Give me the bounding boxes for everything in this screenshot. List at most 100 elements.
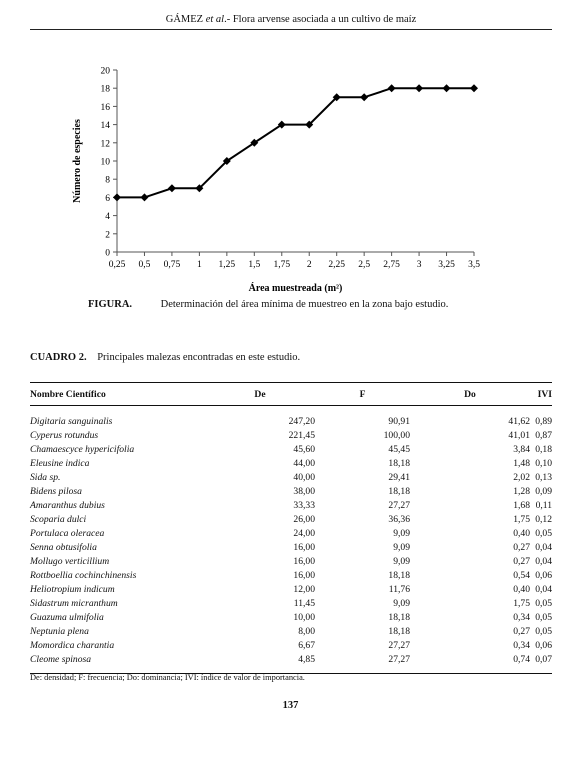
cell-do: 1,68 (513, 500, 530, 511)
x-tick-label: 0,75 (164, 260, 181, 270)
table-row: Momordica charantia 6,67 27,27 0,34 0,06 (30, 639, 552, 653)
weeds-table: Nombre Científico De F Do IVI Digitaria … (30, 382, 552, 674)
y-tick-label: 18 (101, 85, 111, 95)
cell-f: 27,27 (388, 500, 410, 511)
cell-name: Guazuma ulmifolia (30, 612, 104, 623)
y-tick-label: 14 (101, 121, 111, 131)
cell-ivi: 0,13 (535, 472, 552, 483)
cell-ivi: 0,89 (535, 416, 552, 427)
y-axis-label: Número de especies (72, 119, 83, 203)
cell-do: 3,84 (513, 444, 530, 455)
cell-do: 1,48 (513, 458, 530, 469)
cell-de: 33,33 (293, 500, 315, 511)
data-point (305, 120, 314, 129)
cell-f: 29,41 (388, 472, 410, 483)
cell-do: 0,34 (513, 640, 530, 651)
cell-ivi: 0,04 (535, 584, 552, 595)
species-area-chart: 0 2 4 6 8 10 12 14 16 18 20 0,25 0,5 0,75 1 1,25 1,5 1,75… (72, 67, 480, 295)
header-etal: et al (205, 14, 225, 25)
cell-name: Portulaca oleracea (30, 528, 105, 539)
table-row: Heliotropium indicum 12,00 11,76 0,40 0,04 (30, 583, 552, 597)
cell-do: 1,75 (513, 514, 530, 525)
cell-f: 9,09 (393, 556, 410, 567)
y-tick-label: 20 (101, 67, 111, 77)
cell-ivi: 0,04 (535, 556, 552, 567)
cell-f: 9,09 (393, 528, 410, 539)
cell-de: 12,00 (293, 584, 315, 595)
cell-name: Heliotropium indicum (30, 584, 115, 595)
cell-ivi: 0,09 (535, 486, 552, 497)
cell-de: 44,00 (293, 458, 315, 469)
cell-do: 0,74 (410, 653, 530, 674)
table-row: Sidastrum micranthum 11,45 9,09 1,75 0,05 (30, 597, 552, 611)
header-author: GÁMEZ (165, 14, 204, 25)
cell-f: 45,45 (388, 444, 410, 455)
col-header-ivi: IVI (530, 382, 552, 406)
cell-do: 0,40 (513, 584, 530, 595)
x-tick-label: 1,25 (219, 260, 236, 270)
cell-name: Sidastrum micranthum (30, 598, 118, 609)
table-row: Digitaria sanguinalis 247,20 90,91 41,62 0,8… (30, 406, 552, 430)
cell-de: 38,00 (293, 486, 315, 497)
cell-ivi: 0,05 (535, 612, 552, 623)
cell-de: 40,00 (293, 472, 315, 483)
data-point (360, 93, 369, 102)
cell-f: 9,09 (393, 542, 410, 553)
figure-label: FIGURA. (88, 299, 133, 310)
cell-f: 90,91 (388, 416, 410, 427)
cell-name: Momordica charantia (30, 640, 115, 651)
cell-name: Scoparia dulci (30, 514, 87, 525)
table-row: Portulaca oleracea 24,00 9,09 0,40 0,05 (30, 527, 552, 541)
data-point (387, 84, 396, 93)
cell-f: 27,27 (388, 640, 410, 651)
table-header-row: Nombre Científico De F Do IVI (30, 382, 552, 406)
cell-de: 26,00 (293, 514, 315, 525)
cell-ivi: 0,87 (535, 430, 552, 441)
cell-de: 24,00 (293, 528, 315, 539)
cell-f: 18,18 (388, 612, 410, 623)
x-axis-label: Área muestreada (m²) (249, 282, 343, 294)
cell-f: 27,27 (315, 653, 410, 674)
table-label: CUADRO 2. (30, 352, 87, 363)
header-title: .- Flora arvense asociada a un cultivo d… (224, 14, 417, 25)
table-row: Neptunia plena 8,00 18,18 0,27 0,05 (30, 625, 552, 639)
cell-de: 6,67 (298, 640, 315, 651)
x-tick-label: 0,5 (139, 260, 151, 270)
cell-do: 1,75 (513, 598, 530, 609)
x-tick-label: 1,5 (248, 260, 260, 270)
x-tick-label: 3 (417, 260, 422, 270)
cell-f: 18,18 (388, 458, 410, 469)
cell-name: Eleusine indica (30, 458, 90, 469)
data-point (113, 193, 121, 202)
cell-do: 41,62 (508, 416, 530, 427)
y-tick-label: 0 (105, 249, 110, 259)
x-tick-label: 2,5 (358, 260, 370, 270)
col-header-name: Nombre Científico (30, 382, 205, 406)
cell-de: 221,45 (288, 430, 315, 441)
table-row: Eleusine indica 44,00 18,18 1,48 0,10 (30, 457, 552, 471)
data-point (222, 157, 231, 165)
cell-name: Bidens pilosa (30, 486, 82, 497)
cell-do: 0,27 (513, 542, 530, 553)
cell-de: 16,00 (293, 570, 315, 581)
x-tick-label: 1,75 (273, 260, 290, 270)
y-tick-label: 2 (105, 230, 110, 240)
data-point (250, 138, 259, 147)
y-tick-label: 10 (101, 158, 111, 168)
data-point (195, 184, 204, 193)
cell-ivi: 0,05 (535, 626, 552, 637)
cell-de: 247,20 (288, 416, 315, 427)
cell-de: 11,45 (293, 598, 315, 609)
col-header-f: F (315, 382, 410, 406)
cell-de: 8,00 (298, 626, 315, 637)
cell-de: 4,85 (205, 653, 315, 674)
cell-f: 100,00 (383, 430, 410, 441)
table-footnote: De: densidad; F: frecuencia; Do: dominan… (30, 673, 305, 682)
cell-f: 11,76 (388, 584, 410, 595)
table-row: Mollugo verticillium 16,00 9,09 0,27 0,04 (30, 555, 552, 569)
cell-name: Mollugo verticillium (30, 556, 110, 567)
cell-f: 18,18 (388, 570, 410, 581)
table-row: Scoparia dulci 26,00 36,36 1,75 0,12 (30, 513, 552, 527)
cell-ivi: 0,10 (535, 458, 552, 469)
cell-name: Senna obtusifolia (30, 542, 97, 553)
